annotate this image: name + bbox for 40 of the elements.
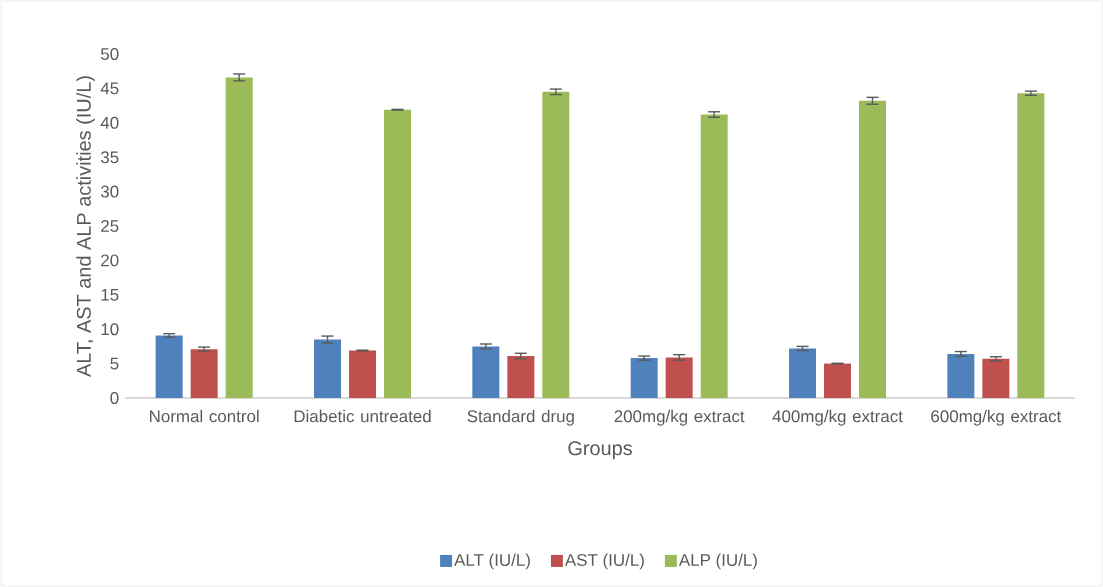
x-tick-label: Normal control [150,409,259,423]
bar [824,363,852,398]
x-tick-label: Standard drug [467,409,574,426]
bar [700,114,728,398]
legend-label: ALP (IU/L) [678,553,757,570]
y-tick-label: 40 [100,116,119,129]
bar [190,349,218,398]
bar [947,353,975,398]
y-tick-label: 35 [100,151,119,164]
bar [507,356,535,398]
legend-label: AST (IU/L) [564,553,644,570]
bar [859,100,887,398]
y-tick-label: 15 [101,288,119,301]
bar [314,339,341,398]
bar [384,109,411,398]
bar [349,350,376,398]
x-axis-title: Groups [568,441,632,460]
y-tick-label: 25 [101,220,119,232]
bar [1017,93,1045,398]
legend-label: ALT (IU/L) [454,553,530,570]
x-tick-label: 200mg/kg extract [614,409,745,426]
y-tick-label: 20 [101,254,119,267]
y-tick-label: 45 [100,82,119,95]
bar [665,357,693,398]
y-tick-label: 10 [101,323,119,336]
bar [155,335,183,398]
bar [982,358,1010,398]
x-tick-label: Diabetic untreated [294,409,431,423]
bar [225,77,253,398]
y-axis-title: ALT, AST and ALP activities (IU/L) [76,76,95,377]
y-tick-label: 5 [110,357,119,370]
y-tick-label: 0 [110,392,119,404]
bar [789,348,817,398]
bar [630,358,658,398]
y-tick-label: 30 [100,185,119,198]
x-tick-label: 600mg/kg extract [931,409,1062,426]
bar [472,346,500,398]
bar [542,91,570,398]
x-tick-label: 400mg/kg extract [772,409,903,426]
y-tick-label: 50 [100,48,119,60]
